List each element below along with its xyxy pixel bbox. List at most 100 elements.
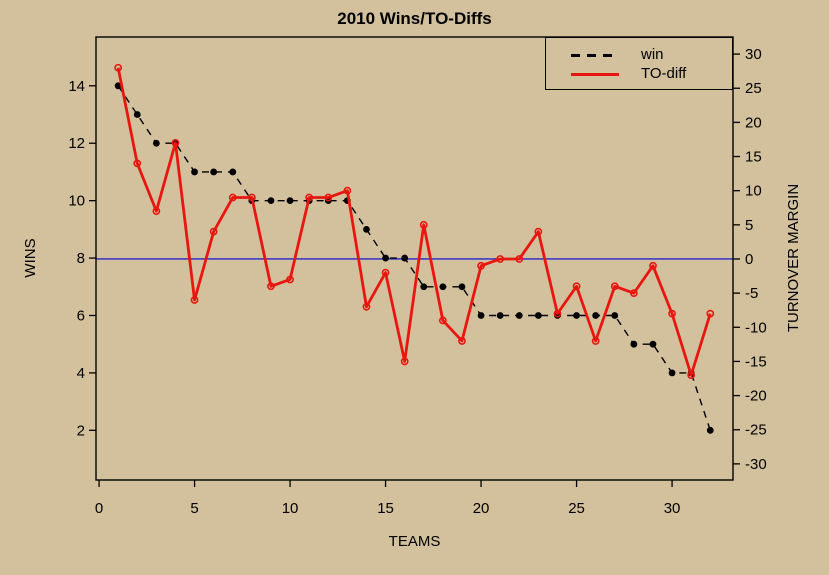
right-tick-label: 20 — [745, 114, 762, 131]
to-diff-point — [247, 193, 256, 202]
win-point — [210, 168, 218, 176]
win-point — [133, 111, 141, 118]
win-point — [420, 283, 428, 291]
to-diff-point — [572, 282, 581, 291]
legend-label-to-diff: TO-diff — [641, 65, 687, 82]
win-point — [401, 254, 409, 262]
to-diff-point — [668, 309, 676, 318]
right-tick-label: -5 — [745, 285, 758, 302]
to-diff-point — [228, 193, 237, 202]
win-point — [286, 197, 294, 205]
right-tick-label: 15 — [745, 149, 762, 166]
to-diff-point — [477, 261, 485, 270]
x-tick-label: 10 — [282, 500, 299, 517]
to-diff-point — [190, 296, 199, 304]
to-diff-point — [610, 282, 619, 291]
right-tick-label: -25 — [745, 422, 767, 439]
to-diff-point — [706, 309, 715, 318]
to-diff-point — [381, 268, 390, 277]
x-tick-label: 15 — [377, 500, 394, 517]
to-diff-point — [534, 227, 543, 236]
x-tick-label: 20 — [473, 500, 490, 517]
right-tick-label: -10 — [745, 319, 767, 336]
to-diff-point — [209, 227, 218, 236]
win-point — [152, 139, 160, 147]
win-point — [267, 197, 275, 205]
win-point — [668, 369, 676, 377]
right-tick-label: 10 — [745, 183, 762, 200]
win-point — [496, 312, 504, 319]
win-point — [573, 312, 580, 319]
to-diff-point — [324, 193, 333, 202]
to-diff-point — [496, 255, 505, 263]
chart-title: 2010 Wins/TO-Diffs — [337, 9, 492, 28]
left-axis-label: WINS — [22, 238, 39, 278]
to-diff-point — [400, 357, 409, 366]
to-diff-point — [114, 63, 123, 72]
to-diff-point — [133, 159, 142, 168]
left-tick-label: 8 — [77, 250, 85, 267]
to-diff-line — [116, 67, 712, 377]
to-diff-point — [286, 275, 294, 284]
left-tick-label: 12 — [68, 135, 85, 152]
to-diff-point — [458, 337, 466, 345]
win-point — [477, 312, 485, 319]
x-tick-label: 30 — [664, 500, 681, 517]
win-point — [534, 312, 542, 319]
win-point — [592, 312, 600, 319]
right-tick-label: -20 — [745, 388, 767, 405]
x-axis-label: TEAMS — [388, 533, 441, 550]
to-diff-point — [629, 289, 638, 298]
to-diff-point — [305, 193, 314, 202]
to-diff-point — [152, 207, 161, 216]
right-tick-label: -15 — [745, 353, 767, 370]
to-diff-point — [687, 371, 696, 379]
win-point — [630, 340, 638, 348]
win-point — [458, 283, 466, 291]
win-point — [114, 82, 122, 90]
x-tick-label: 25 — [568, 500, 585, 517]
win-point — [554, 312, 561, 319]
right-tick-label: 0 — [745, 251, 753, 268]
left-tick-label: 14 — [68, 78, 85, 95]
left-tick-label: 2 — [77, 422, 85, 439]
win-point — [515, 312, 523, 319]
x-tick-label: 5 — [190, 500, 198, 517]
right-tick-label: 30 — [745, 46, 762, 63]
left-tick-label: 6 — [77, 307, 85, 324]
win-line-sample — [571, 54, 619, 57]
right-axis-label: TURNOVER MARGIN — [785, 183, 802, 333]
win-point — [611, 312, 619, 319]
right-tick-label: 25 — [745, 80, 762, 97]
legend-row-win: win — [546, 46, 732, 64]
to-diff-point — [362, 302, 371, 311]
to-diff-point — [267, 282, 275, 291]
x-tick-label: 0 — [95, 500, 103, 517]
win-point — [229, 168, 237, 176]
legend: win TO-diff — [545, 37, 733, 90]
win-point — [649, 340, 657, 348]
to-diff-point — [515, 255, 524, 263]
left-tick-label: 4 — [77, 365, 85, 382]
to-diff-point — [419, 220, 428, 229]
win-point — [191, 168, 198, 176]
to-diff-point — [553, 309, 562, 318]
legend-row-to-diff: TO-diff — [546, 65, 732, 83]
left-tick-label: 10 — [68, 193, 85, 210]
to-diff-point — [591, 337, 600, 345]
win-point — [439, 283, 447, 291]
win-point — [706, 426, 714, 434]
to-diff-point — [343, 186, 352, 195]
legend-label-win: win — [641, 46, 664, 63]
right-tick-label: 5 — [745, 217, 753, 234]
to-diff-line-sample — [571, 73, 619, 76]
to-diff-point — [171, 138, 180, 147]
to-diff-point — [649, 261, 657, 270]
right-tick-label: -30 — [745, 456, 767, 473]
plot-box — [95, 36, 734, 481]
win-point — [382, 254, 389, 262]
to-diff-point — [438, 316, 447, 325]
win-point — [363, 225, 370, 233]
